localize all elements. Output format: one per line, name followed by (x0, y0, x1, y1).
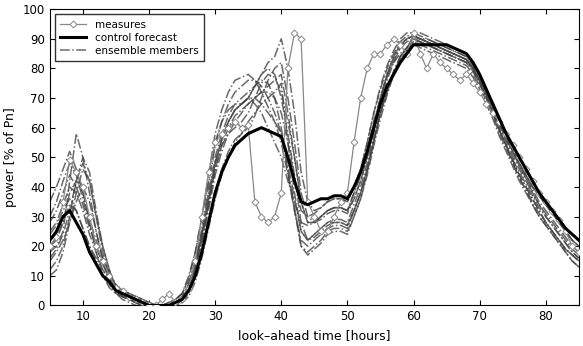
control forecast (46, 238, 53, 242)
Line: ensemble members: ensemble members (50, 39, 579, 306)
measures (489, 111, 496, 115)
Y-axis label: power [% of Pn]: power [% of Pn] (4, 107, 17, 207)
measures (46, 244, 53, 248)
control forecast (384, 84, 391, 88)
control forecast (516, 155, 523, 160)
measures (575, 250, 582, 254)
ensemble members (410, 37, 417, 41)
ensemble members (575, 244, 582, 248)
X-axis label: look–ahead time [hours]: look–ahead time [hours] (238, 329, 391, 342)
ensemble members (489, 108, 496, 112)
Legend: measures, control forecast, ensemble members: measures, control forecast, ensemble mem… (55, 15, 203, 61)
measures (536, 191, 543, 195)
Line: measures: measures (47, 30, 581, 308)
control forecast (575, 238, 582, 242)
control forecast (449, 46, 456, 50)
measures (350, 140, 357, 145)
ensemble members (516, 161, 523, 165)
measures (390, 37, 397, 41)
control forecast (344, 197, 351, 201)
ensemble members (344, 209, 351, 213)
ensemble members (384, 72, 391, 76)
control forecast (536, 191, 543, 195)
ensemble members (139, 303, 146, 308)
measures (449, 72, 456, 76)
control forecast (146, 303, 153, 308)
control forecast (410, 43, 417, 47)
ensemble members (46, 244, 53, 248)
ensemble members (536, 194, 543, 198)
measures (146, 303, 153, 308)
measures (291, 31, 298, 35)
control forecast (489, 102, 496, 106)
ensemble members (449, 54, 456, 58)
measures (516, 155, 523, 160)
Line: control forecast: control forecast (50, 45, 579, 306)
